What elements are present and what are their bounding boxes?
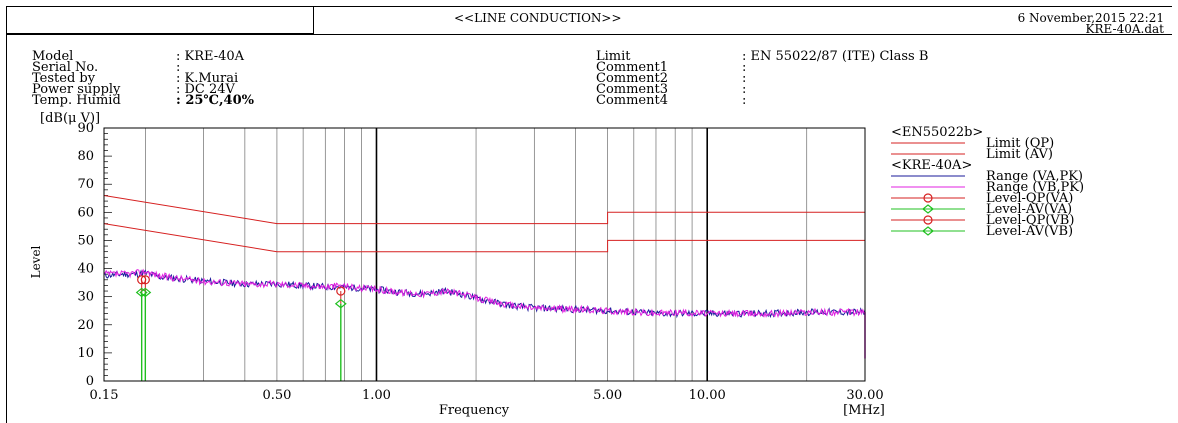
x-tick-labels: 0.15 0.50 1.00 5.00 10.00 30.00 [90,388,884,403]
info-value-model: : KRE-40A [176,49,245,64]
chart-grid [104,127,808,382]
level-av-marker [334,298,347,309]
info-label-tested-by: Tested by [32,71,96,86]
legend-label: Range (VB,PK) [986,180,1084,195]
level-qp-marker [336,286,346,296]
x-tick-label: 10.00 [689,388,726,403]
legend-label: Range (VA,PK) [986,169,1083,184]
y-tick-label: 50 [77,233,94,248]
info-label-comment3: Comment3 [596,82,668,97]
legend-label: Level-QP(VA) [986,191,1073,206]
y-tick-label: 90 [77,121,94,136]
info-value-comment4: : [742,93,747,108]
limit-lines [103,195,865,253]
frame-left [6,6,7,423]
measurement-series [103,268,866,359]
y-tick-label: 20 [77,318,94,333]
report-datetime: 6 November,2015 22:21 [1017,11,1164,25]
info-label-comment2: Comment2 [596,71,668,86]
y-tick-label: 80 [77,149,94,164]
y-tick-label: 30 [77,290,94,305]
legend-label: Level-QP(VB) [986,213,1074,228]
info-label-comment4: Comment4 [596,93,668,108]
y-tick-label: 0 [86,374,94,389]
y-axis-unit: [dB(μ V)] [40,111,100,126]
report-filename: KRE-40A.dat [1085,22,1164,36]
y-axis-label: Level [29,245,43,278]
limit-av-line [103,223,865,253]
chart-legend: <EN55022b>Limit (QP)Limit (AV) <KRE-40A> R… [891,125,1084,239]
x-axis-label: Frequency [439,403,510,418]
level-qp-marker [140,275,150,285]
info-label-power: Power supply [32,82,121,97]
legend-label: Level-AV(VB) [986,224,1073,239]
legend-group-label: <KRE-40A> [891,158,972,173]
level-av-marker [139,287,152,298]
legend-label: Limit (AV) [986,147,1053,162]
legend-group-label: <EN55022b> [891,125,983,140]
info-value-comment3: : [742,82,747,97]
info-value-power: : DC 24V [176,82,235,97]
header-blank-box [6,6,314,34]
legend-swatch-diamond [922,204,934,214]
y-tick-label: 60 [77,205,94,220]
x-axis-unit: [MHz] [843,403,885,418]
info-value-comment2: : [742,71,747,86]
info-label-serial: Serial No. [32,60,99,75]
x-tick-label: 30.00 [846,388,883,403]
level-av-marker [135,287,148,298]
frame-top [6,6,1172,7]
x-tick-label: 0.50 [262,388,291,403]
legend-swatch-circle [923,215,933,225]
y-tick-label: 70 [77,177,94,192]
x-tick-label: 0.15 [90,388,119,403]
report-title: <<LINE CONDUCTION>> [454,11,622,25]
level-markers [135,275,347,381]
info-value-temp: : 25℃,40% [176,93,254,108]
y-tick-label: 10 [77,346,94,361]
legend-swatch-diamond [922,226,934,236]
legend-label: Level-AV(VA) [986,202,1072,217]
info-label-temp: Temp. Humid [32,93,121,108]
header-divider [6,34,1172,35]
info-value-serial: : [176,60,181,75]
series-range-va-pk [103,269,866,319]
plot-frame [103,127,866,382]
info-value-limit: : EN 55022/87 (ITE) Class B [742,49,929,64]
y-tick-labels: 0 10 20 30 40 50 60 70 80 90 [77,121,94,389]
info-value-comment1: : [742,60,747,75]
x-tick-label: 5.00 [593,388,622,403]
legend-label: Limit (QP) [986,136,1054,151]
info-label-comment1: Comment1 [596,60,668,75]
info-value-tested-by: : K.Murai [176,71,239,86]
x-tick-label: 1.00 [362,388,391,403]
y-tick-label: 40 [77,262,94,277]
legend-swatch-circle [923,193,933,203]
info-label-limit: Limit [596,49,631,64]
limit-qp-line [103,195,865,225]
info-label-model: Model [32,49,74,64]
series-range-vb-pk [103,268,866,319]
